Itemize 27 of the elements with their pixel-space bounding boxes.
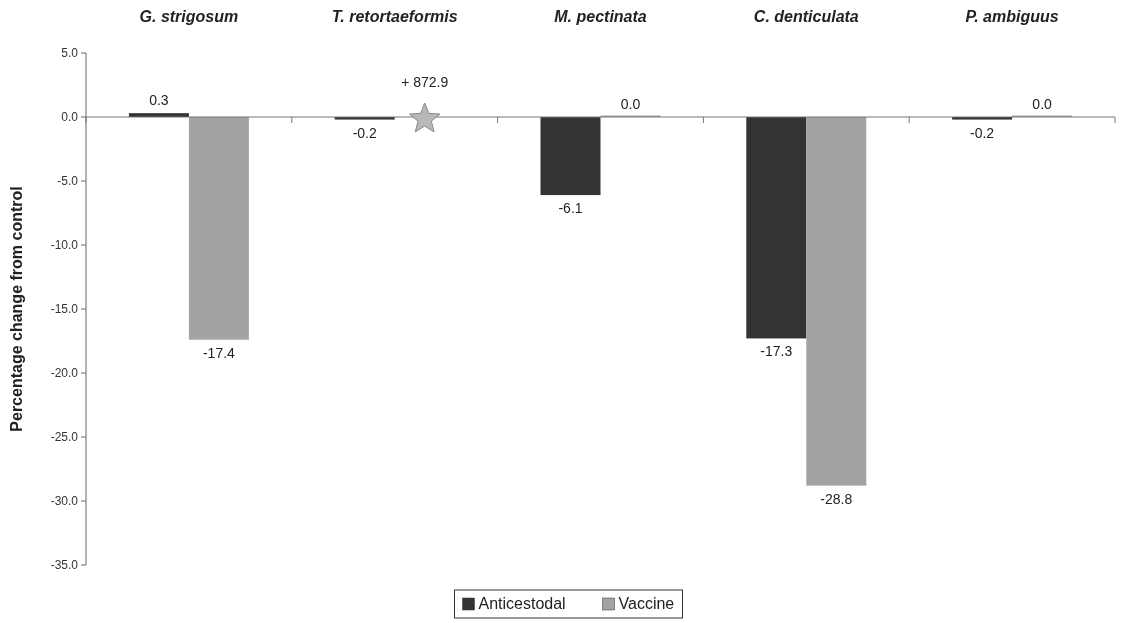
legend-label: Vaccine	[618, 595, 675, 612]
data-label: -17.3	[760, 343, 793, 360]
data-label: -0.2	[352, 124, 377, 141]
y-tick-label: -5.0	[57, 174, 79, 189]
y-tick-label: -20.0	[50, 366, 79, 381]
annotation: + 872.9	[401, 74, 449, 90]
legend-label: Anticestodal	[478, 595, 566, 612]
data-label: 0.3	[149, 92, 169, 109]
y-tick-label: -15.0	[50, 302, 79, 317]
data-label: 0.0	[620, 96, 641, 112]
data-label: -0.2	[970, 124, 995, 141]
x-tick-label: G. strigosum	[139, 8, 239, 25]
y-tick-label: 5.0	[61, 46, 79, 61]
data-label: -6.1	[558, 200, 583, 217]
y-tick-label: -35.0	[50, 558, 79, 573]
x-tick-label: C. denticulata	[753, 8, 859, 25]
x-tick-label: M. pectinata	[554, 8, 647, 25]
y-tick-label: -10.0	[50, 238, 79, 253]
data-label: 0.0	[1032, 96, 1053, 112]
y-tick-label: 0.0	[61, 110, 79, 125]
y-tick-label: -25.0	[50, 430, 79, 445]
y-tick-label: -30.0	[50, 494, 79, 509]
x-tick-label: P. ambiguus	[965, 8, 1059, 25]
x-tick-label: T. retortaeformis	[331, 8, 458, 25]
data-label: -28.8	[820, 490, 853, 507]
y-axis-title: Percentage change from control	[8, 186, 25, 432]
data-label: -17.4	[202, 344, 236, 361]
